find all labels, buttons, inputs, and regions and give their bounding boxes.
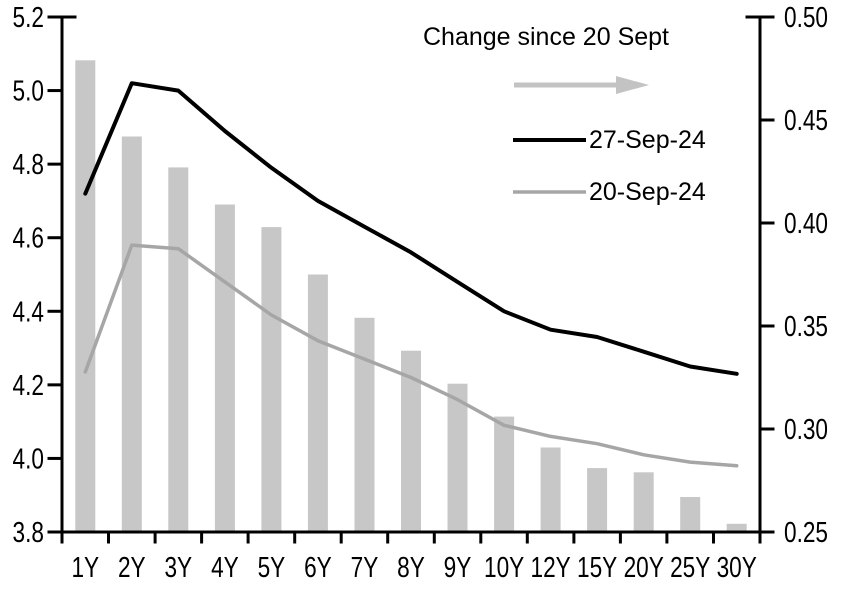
bars-layer [75, 60, 747, 533]
x-axis-label-8Y: 8Y [397, 550, 425, 583]
line-20-sep-24 [83, 243, 739, 468]
line-27-sep-24 [83, 81, 739, 376]
change-arrow-head-icon [616, 76, 649, 94]
left-axis-label-4.6: 4.6 [13, 221, 44, 254]
right-axis-label-0.35: 0.35 [784, 309, 828, 342]
axes-layer: 5.2 5.0 4.8 4.6 4.4 4.2 4.0 3.8 0.50 0.45 0.40 0.35… [13, 0, 828, 583]
legend-label-27-sep-24: 27-Sep-24 [589, 126, 706, 154]
x-axis-label-30Y: 30Y [717, 550, 757, 583]
left-axis-label-5.2: 5.2 [13, 0, 44, 33]
right-axis-label-0.40: 0.40 [784, 206, 828, 239]
legend-title: Change since 20 Sept [423, 23, 669, 51]
bar-1Y [75, 60, 96, 533]
lines-layer [83, 81, 739, 468]
bar-12Y [540, 447, 561, 532]
bar-7Y [354, 317, 375, 532]
bar-20Y [633, 472, 654, 532]
legend-label-20-sep-24: 20-Sep-24 [589, 178, 706, 206]
right-axis-label-0.50: 0.50 [784, 0, 828, 33]
bar-15Y [587, 468, 608, 532]
x-axis-label-10Y: 10Y [484, 550, 524, 583]
x-axis-label-9Y: 9Y [444, 550, 472, 583]
left-axis-label-3.8: 3.8 [13, 515, 44, 548]
bar-30Y [726, 523, 747, 532]
bar-25Y [680, 497, 701, 532]
x-axis-label-1Y: 1Y [71, 550, 99, 583]
left-axis-label-5.0: 5.0 [13, 74, 44, 107]
bar-4Y [214, 204, 235, 532]
legend: Change since 20 Sept 27-Sep-24 20-Sep-24 [423, 23, 706, 206]
right-axis-label-0.25: 0.25 [784, 515, 828, 548]
bar-3Y [168, 167, 189, 532]
x-axis-label-3Y: 3Y [164, 550, 192, 583]
left-axis-label-4.0: 4.0 [13, 442, 44, 475]
x-axis-label-15Y: 15Y [577, 550, 617, 583]
right-axis-label-0.30: 0.30 [784, 412, 828, 445]
right-axis-label-0.45: 0.45 [784, 103, 828, 136]
left-axis-label-4.2: 4.2 [13, 368, 44, 401]
x-axis-label-4Y: 4Y [211, 550, 239, 583]
x-axis-label-25Y: 25Y [670, 550, 710, 583]
x-axis-label-7Y: 7Y [351, 550, 379, 583]
x-axis-label-20Y: 20Y [624, 550, 664, 583]
bar-10Y [494, 416, 515, 532]
x-axis-label-6Y: 6Y [304, 550, 332, 583]
x-axis-label-2Y: 2Y [118, 550, 146, 583]
bar-5Y [261, 227, 282, 532]
bar-9Y [447, 383, 468, 532]
left-axis-label-4.8: 4.8 [13, 147, 44, 180]
bar-8Y [401, 350, 421, 532]
x-axis-label-5Y: 5Y [258, 550, 286, 583]
bar-2Y [121, 136, 142, 532]
bar-6Y [307, 274, 328, 532]
left-axis-label-4.4: 4.4 [13, 295, 44, 328]
x-axis-label-12Y: 12Y [530, 550, 570, 583]
